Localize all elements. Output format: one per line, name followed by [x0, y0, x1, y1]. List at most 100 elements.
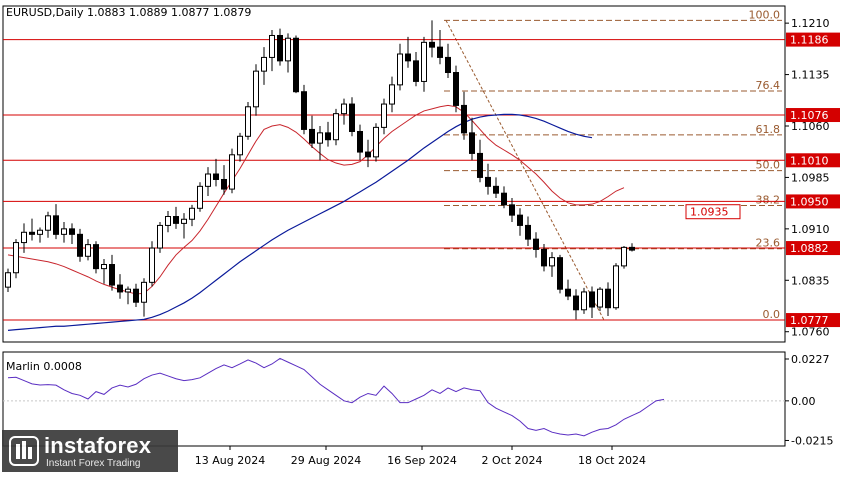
fibonacci-level-label: 76.4: [756, 79, 781, 92]
x-axis-tick-label: 29 Aug 2024: [291, 454, 361, 467]
candle-body-bear: [485, 176, 491, 187]
y-axis-tick-label: 1.0985: [791, 171, 830, 184]
candle-body-bull: [621, 246, 627, 267]
candle-body-bear: [117, 284, 123, 293]
fibonacci-level-label: 38.2: [756, 194, 781, 207]
fibonacci-level-label: 23.6: [756, 237, 781, 250]
candle-body-bear: [469, 132, 475, 154]
candle-body-bear: [541, 248, 547, 267]
candle-body-bear: [93, 244, 99, 270]
level-price-label: 1.1186: [790, 34, 829, 47]
candle-body-bear: [565, 288, 571, 297]
watermark-tagline: Instant Forex Trading: [46, 458, 141, 469]
candle-body-bear: [605, 288, 611, 309]
target-price-box: [685, 204, 741, 220]
osc-axis-tick-label: -0.0215: [791, 434, 833, 447]
sma-line: [7, 113, 593, 331]
candle-body-bull: [333, 113, 339, 141]
candle-body-bear: [53, 215, 59, 235]
candle-body-bear: [69, 228, 75, 235]
candle-body-bear: [517, 214, 523, 226]
candle-body-bear: [325, 132, 331, 141]
candle-body-bull: [245, 106, 251, 137]
price-panel-frame: [2, 5, 786, 343]
candle-body-bull: [197, 185, 203, 209]
candle-body-bull: [165, 216, 171, 226]
osc-axis-tick-label: 0.0227: [791, 353, 830, 366]
candle-body-bull: [13, 242, 19, 274]
candle-body-bear: [573, 295, 579, 311]
candle-body-bull: [45, 215, 51, 231]
level-price-tag: [786, 32, 840, 47]
candle-body-bear: [477, 152, 483, 178]
candle-body-bear: [493, 185, 499, 194]
candle-body-bear: [133, 288, 139, 303]
candle-body-bear: [405, 53, 411, 62]
candle-body-bull: [237, 135, 243, 156]
candle-body-bull: [261, 56, 267, 72]
candle-body-bear: [357, 130, 363, 153]
level-price-label: 1.0777: [790, 314, 829, 327]
candle-body-bull: [317, 132, 323, 144]
candle-body-bull: [37, 229, 43, 235]
candle-body-bear: [557, 257, 563, 290]
candle-body-bull: [85, 244, 91, 257]
candle-body-bear: [509, 204, 515, 216]
candle-body-bear: [445, 56, 451, 74]
candle-body-bear: [629, 246, 635, 251]
candle-body-bear: [277, 34, 283, 62]
watermark: instaforex Instant Forex Trading: [2, 430, 178, 472]
candle-body-bull: [421, 41, 427, 82]
candle-body-bear: [413, 60, 419, 82]
ema-line: [7, 104, 625, 295]
fibonacci-level-label: 100.0: [749, 8, 781, 21]
chart-title: EURUSD,Daily 1.0883 1.0889 1.0877 1.0879: [6, 6, 251, 19]
osc-axis-tick-label: 0.00: [791, 395, 816, 408]
candle-body-bull: [205, 173, 211, 187]
candle-body-bull: [157, 224, 163, 249]
instaforex-logo-icon: [9, 436, 39, 466]
candle-body-bull: [613, 265, 619, 309]
level-price-tag: [786, 241, 840, 256]
fibonacci-level-label: 0.0: [763, 308, 781, 321]
level-price-label: 1.1010: [790, 154, 829, 167]
candle-body-bear: [365, 151, 371, 158]
x-axis-tick-label: 18 Oct 2024: [578, 454, 646, 467]
oscillator-panel-frame: [2, 351, 786, 447]
candle-body-bull: [597, 288, 603, 308]
candle-body-bull: [141, 281, 147, 303]
candle-body-bull: [181, 218, 187, 224]
oscillator-title: Marlin 0.0008: [6, 360, 82, 373]
target-price-label: 1.0935: [690, 206, 729, 219]
candle-body-bull: [341, 103, 347, 115]
level-price-tag: [786, 108, 840, 123]
fibonacci-level-label: 50.0: [756, 159, 781, 172]
candle-body-bear: [29, 231, 35, 235]
level-price-label: 1.0950: [790, 195, 829, 208]
candle-body-bull: [253, 70, 259, 108]
fibonacci-trend-line: [445, 20, 605, 321]
candle-body-bull: [549, 257, 555, 267]
y-axis-tick-label: 1.0760: [791, 326, 830, 339]
candle-body-bear: [533, 238, 539, 250]
candle-body-bear: [221, 178, 227, 190]
candle-body-bear: [429, 41, 435, 48]
candle-body-bear: [525, 224, 531, 240]
candle-body-bull: [229, 154, 235, 190]
candle-body-bear: [501, 192, 507, 206]
candle-body-bull: [149, 247, 155, 283]
candle-body-bear: [213, 173, 219, 180]
level-price-tag: [786, 153, 840, 168]
candle-body-bear: [453, 72, 459, 106]
fibonacci-level-label: 61.8: [756, 123, 781, 136]
candle-body-bull: [373, 126, 379, 158]
candle-body-bull: [381, 103, 387, 128]
candle-body-bull: [285, 37, 291, 62]
marlin-oscillator-line: [7, 357, 665, 437]
x-axis-tick-label: 13 Aug 2024: [195, 454, 265, 467]
candle-body-bear: [293, 37, 299, 93]
candle-body-bear: [173, 216, 179, 224]
candle-body-bear: [301, 91, 307, 130]
